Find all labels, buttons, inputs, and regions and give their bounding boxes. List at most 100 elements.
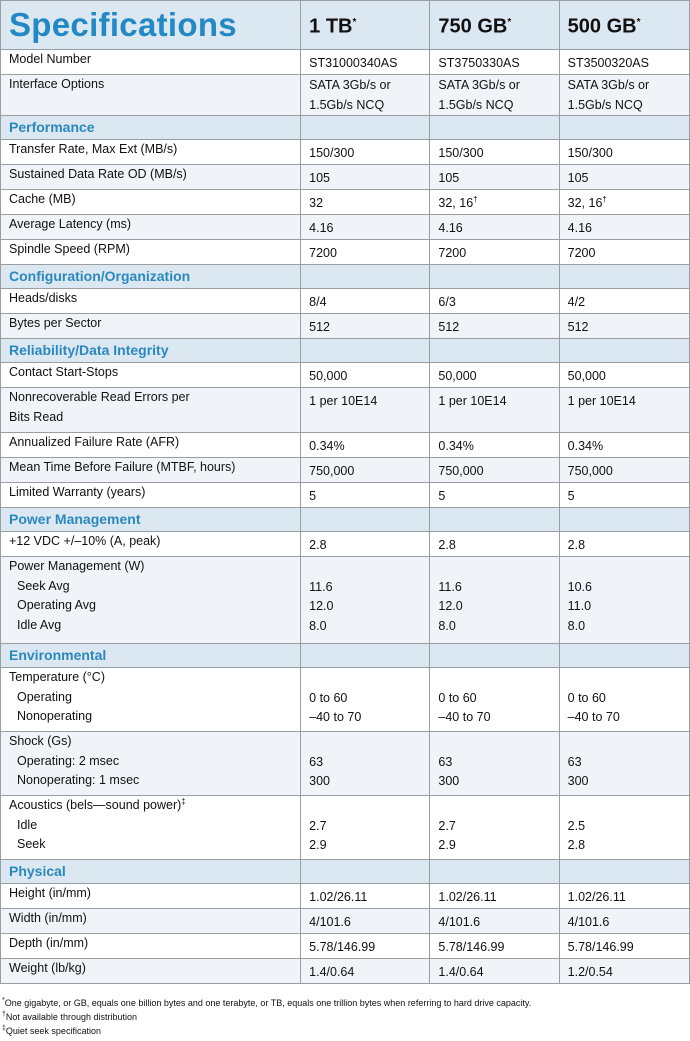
spec-label-text: Interface Options [9,77,105,91]
spec-row: Mean Time Before Failure (MTBF, hours) 75… [0,457,690,483]
spec-label-line: Average Latency (ms) [9,215,300,235]
spec-row: Power Management (W) Seek Avg Operating Av… [0,556,690,644]
spec-value-text: 1.5Gb/s NCQ [438,97,514,112]
spec-value-text: 105 [567,171,589,185]
spec-value-line: 50,000 [438,367,558,387]
spec-value-1tb: 1.02/26.11 [300,883,431,909]
spec-value-500gb: 512 [558,313,690,339]
spec-label-line: Nonrecoverable Read Errors per [9,388,300,408]
page-title: Specifications [0,0,302,50]
spec-value-text: 5.78/146.99 [438,940,505,954]
spec-value-line: 1.02/26.11 [568,888,689,908]
spec-label-line: Interface Options [9,75,300,95]
spec-value-text: 4/101.6 [438,915,481,929]
spec-value-line: ST3500320AS [568,54,689,74]
spec-value-line: 750,000 [568,462,689,482]
spec-value-line: 50,000 [309,367,429,387]
spec-row: Sustained Data Rate OD (MB/s) 105 105 105 [0,164,690,190]
spec-value-text: 150/300 [309,146,355,160]
spec-value-line: 0 to 60 [438,689,558,709]
spec-value-line: 0 to 60 [309,689,429,709]
spec-value-line: 5 [309,487,429,507]
spec-value-line: 1.5Gb/s NCQ [568,96,689,116]
spec-value-line: 10.6 [568,578,689,598]
spec-value-line: ST3750330AS [438,54,558,74]
spec-label-cell: Shock (Gs) Operating: 2 msec Nonoperating:… [0,731,302,796]
spec-value-line: 8.0 [568,617,689,637]
spec-label-line: Mean Time Before Failure (MTBF, hours) [9,458,300,478]
spec-value-750gb: 150/300 [429,139,560,165]
spec-value-line: 32 [309,194,429,214]
spec-label-line: Heads/disks [9,289,300,309]
spec-value-1tb: SATA 3Gb/s or 1.5Gb/s NCQ [300,74,431,116]
spec-value-text: 1 per 10E14 [438,394,507,408]
section-empty-cell [429,507,560,532]
spec-value-line: 12.0 [438,597,558,617]
spec-label-line: Nonoperating [9,707,300,727]
spec-value-text: 0 to 60 [567,690,606,705]
spec-label-text: Width (in/mm) [9,911,87,925]
spec-value-text: SATA 3Gb/s or [438,78,520,92]
spec-label-line: Spindle Speed (RPM) [9,240,300,260]
spec-value-text: 1.5Gb/s NCQ [309,97,385,112]
spec-label-cell: Nonrecoverable Read Errors per Bits Read [0,387,302,433]
spec-label-cell: Transfer Rate, Max Ext (MB/s) [0,139,302,165]
spec-label-line: Idle Avg [9,616,300,636]
spec-value-line: 63 [309,753,429,773]
spec-value-line: 750,000 [309,462,429,482]
spec-value-text: 750,000 [438,464,484,478]
spec-value-750gb: 4/101.6 [429,908,560,934]
spec-value-750gb: 750,000 [429,457,560,483]
spec-label-text: Seek [17,837,46,851]
spec-label-cell: Sustained Data Rate OD (MB/s) [0,164,302,190]
spec-value-line: 0 to 60 [568,689,689,709]
spec-value-1tb: 512 [300,313,431,339]
spec-value-text: 0.34% [438,439,474,453]
spec-value-line [568,558,689,578]
spec-row: Depth (in/mm) 5.78/146.99 5.78/146.99 5.78/… [0,933,690,959]
spec-value-line: 512 [568,318,689,338]
spec-value-text: 8.0 [438,618,456,633]
spec-label-text: Height (in/mm) [9,886,91,900]
spec-value-line: 300 [438,772,558,792]
spec-value-line: 4.16 [568,219,689,239]
spec-value-500gb: SATA 3Gb/s or 1.5Gb/s NCQ [558,74,690,116]
spec-value-750gb: SATA 3Gb/s or 1.5Gb/s NCQ [429,74,560,116]
spec-value-text: 1.02/26.11 [567,890,626,904]
section-empty-cell [429,115,560,140]
spec-value-750gb: 1.4/0.64 [429,958,560,984]
spec-value-500gb: 4.16 [558,214,690,240]
spec-value-text: 0 to 60 [309,690,348,705]
spec-value-text: 2.8 [309,538,327,552]
section-title: Reliability/Data Integrity [0,338,302,363]
spec-value-text: 50,000 [438,369,477,383]
spec-value-line: 105 [309,169,429,189]
spec-value-line [438,733,558,753]
spec-row: Limited Warranty (years) 5 5 5 [0,482,690,508]
spec-label-line: Annualized Failure Rate (AFR) [9,433,300,453]
spec-row: Acoustics (bels—sound power)‡ Idle Seek 2.… [0,795,690,860]
spec-value-text: 105 [438,171,460,185]
spec-value-750gb: 11.6 12.0 8.0 [429,556,560,644]
spec-value-line: 512 [309,318,429,338]
spec-value-line: 2.8 [309,536,429,556]
spec-value-line: 150/300 [309,144,429,164]
spec-value-text: 2.7 [309,818,327,833]
section-title: Environmental [0,643,302,668]
spec-value-line: 8.0 [438,617,558,637]
spec-row: Width (in/mm) 4/101.6 4/101.6 4/101.6 [0,908,690,934]
spec-value-line: 4/101.6 [309,913,429,933]
spec-value-1tb: 150/300 [300,139,431,165]
spec-label-text: Idle [17,817,38,832]
spec-value-750gb: 0 to 60 –40 to 70 [429,667,560,732]
spec-label-text: Nonrecoverable Read Errors per [9,390,190,404]
spec-value-text: 2.9 [309,838,327,852]
spec-label-cell: Limited Warranty (years) [0,482,302,508]
spec-value-text: 7200 [567,246,596,260]
spec-value-line: 63 [438,753,558,773]
spec-label-text: Idle Avg [17,617,62,632]
spec-label-line: Height (in/mm) [9,884,300,904]
footnote-marker: * [636,16,641,28]
footnote-marker: ‡ [181,796,186,806]
spec-label-cell: Acoustics (bels—sound power)‡ Idle Seek [0,795,302,860]
